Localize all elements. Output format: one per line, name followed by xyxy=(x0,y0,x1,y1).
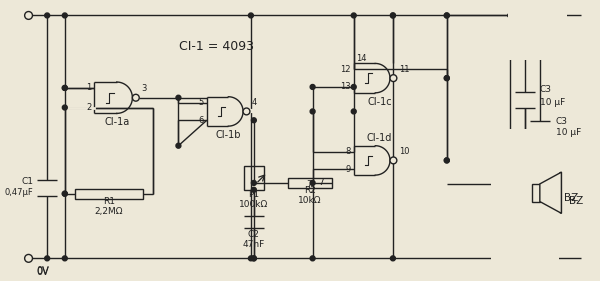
Circle shape xyxy=(251,180,256,185)
Circle shape xyxy=(508,256,513,261)
Text: 12: 12 xyxy=(340,65,351,74)
Circle shape xyxy=(390,157,397,164)
Circle shape xyxy=(390,75,397,81)
Circle shape xyxy=(251,118,256,123)
Text: CI-1b: CI-1b xyxy=(215,130,241,140)
Circle shape xyxy=(243,108,250,115)
Circle shape xyxy=(445,13,449,18)
Text: 7: 7 xyxy=(306,180,311,189)
Bar xyxy=(491,129,559,266)
Text: R2
10kΩ: R2 10kΩ xyxy=(298,186,322,205)
Circle shape xyxy=(62,85,67,90)
Text: 4: 4 xyxy=(252,98,257,107)
Text: 14: 14 xyxy=(356,54,366,63)
Circle shape xyxy=(310,180,315,185)
Circle shape xyxy=(62,191,67,196)
Text: 9: 9 xyxy=(346,165,351,174)
Text: CI-1d: CI-1d xyxy=(367,133,392,143)
Circle shape xyxy=(62,13,67,18)
Text: 0V: 0V xyxy=(37,267,49,277)
Circle shape xyxy=(176,143,181,148)
Polygon shape xyxy=(540,172,562,213)
Circle shape xyxy=(133,94,139,101)
Circle shape xyxy=(508,13,513,18)
Text: 8: 8 xyxy=(346,147,351,156)
Text: C3: C3 xyxy=(556,117,568,126)
Circle shape xyxy=(45,256,50,261)
Text: C2
47nF: C2 47nF xyxy=(243,230,265,250)
Circle shape xyxy=(445,158,449,163)
Circle shape xyxy=(310,109,315,114)
Circle shape xyxy=(62,191,67,196)
Text: CI-1a: CI-1a xyxy=(104,117,130,127)
Circle shape xyxy=(391,13,395,18)
Circle shape xyxy=(25,12,32,19)
Circle shape xyxy=(62,256,67,261)
FancyBboxPatch shape xyxy=(288,178,332,188)
Circle shape xyxy=(248,256,253,261)
FancyBboxPatch shape xyxy=(244,166,263,190)
Circle shape xyxy=(62,105,67,110)
Circle shape xyxy=(351,85,356,89)
Text: C1: C1 xyxy=(22,178,34,187)
Circle shape xyxy=(391,13,395,18)
Circle shape xyxy=(251,256,256,261)
Circle shape xyxy=(351,109,356,114)
Circle shape xyxy=(508,13,513,18)
Text: 13: 13 xyxy=(340,82,351,91)
Bar xyxy=(508,11,567,60)
Circle shape xyxy=(310,256,315,261)
Text: 7: 7 xyxy=(319,178,324,187)
Circle shape xyxy=(351,13,356,18)
Circle shape xyxy=(538,182,542,186)
Circle shape xyxy=(445,13,449,18)
Circle shape xyxy=(176,95,181,100)
Text: 2: 2 xyxy=(86,103,91,112)
Text: 10 µF: 10 µF xyxy=(540,98,565,107)
Circle shape xyxy=(445,76,449,81)
Bar xyxy=(532,184,540,201)
Circle shape xyxy=(251,187,256,192)
Circle shape xyxy=(251,256,256,261)
Text: 10: 10 xyxy=(399,147,409,156)
Text: 11: 11 xyxy=(399,65,409,74)
Text: P1
100kΩ: P1 100kΩ xyxy=(239,190,268,209)
Circle shape xyxy=(62,85,67,90)
Circle shape xyxy=(248,13,253,18)
Text: C3: C3 xyxy=(540,85,552,94)
Circle shape xyxy=(391,256,395,261)
Text: 0,47µF: 0,47µF xyxy=(5,188,34,197)
FancyBboxPatch shape xyxy=(74,189,143,199)
Circle shape xyxy=(538,13,542,18)
Circle shape xyxy=(445,76,449,81)
Text: 1: 1 xyxy=(86,83,91,92)
Circle shape xyxy=(523,182,527,186)
Text: 5: 5 xyxy=(199,98,204,107)
Circle shape xyxy=(45,13,50,18)
Text: 0V: 0V xyxy=(37,266,49,276)
Text: CI-1 = 4093: CI-1 = 4093 xyxy=(179,40,254,53)
Text: BZ: BZ xyxy=(565,193,578,203)
Circle shape xyxy=(25,254,32,262)
Circle shape xyxy=(445,158,449,163)
Circle shape xyxy=(310,85,315,89)
Circle shape xyxy=(508,256,513,261)
Text: CI-1c: CI-1c xyxy=(368,97,392,107)
Circle shape xyxy=(508,256,513,261)
Text: BZ: BZ xyxy=(569,196,583,206)
Text: 3: 3 xyxy=(141,84,146,93)
Text: R1
2,2MΩ: R1 2,2MΩ xyxy=(95,197,123,216)
Polygon shape xyxy=(540,172,562,213)
Text: 6: 6 xyxy=(199,116,204,125)
Text: 10 µF: 10 µF xyxy=(556,128,581,137)
Circle shape xyxy=(523,13,527,18)
